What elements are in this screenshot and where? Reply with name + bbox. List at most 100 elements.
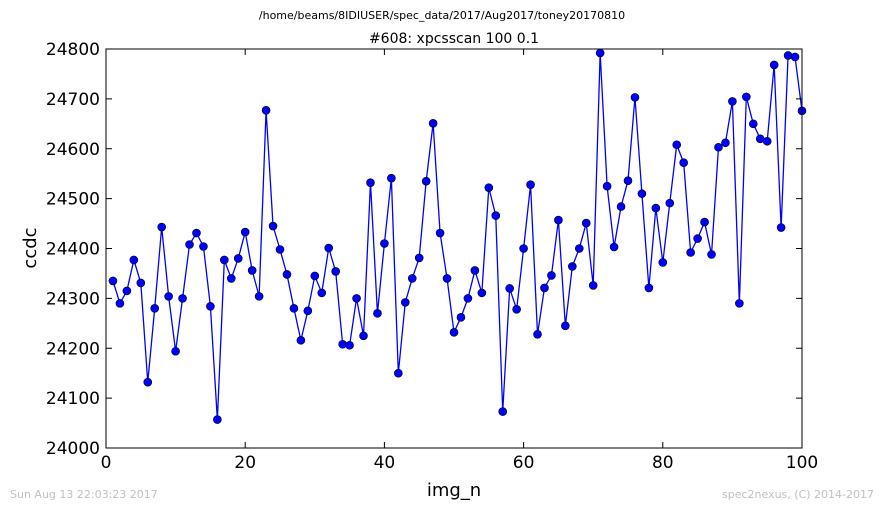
- data-point: [296, 335, 306, 345]
- data-point: [192, 228, 201, 238]
- data-point: [693, 234, 702, 243]
- data-point: [407, 274, 417, 283]
- data-point: [442, 274, 452, 283]
- data-point: [303, 306, 313, 316]
- data-point: [519, 244, 528, 253]
- data-point: [498, 407, 508, 416]
- data-point: [171, 346, 180, 356]
- data-point: [714, 142, 723, 152]
- chart-title: #608: xpcsscan 100 0.1: [369, 31, 539, 47]
- y-tick-label: 24600: [46, 140, 100, 160]
- x-tick-label: 100: [786, 453, 818, 473]
- x-axis: 0 20 40 60 80 100: [101, 49, 818, 473]
- data-point: [394, 368, 403, 378]
- data-point: [491, 211, 501, 220]
- data-point: [477, 288, 487, 298]
- data-point: [108, 276, 118, 286]
- data-point: [554, 215, 563, 225]
- data-point: [700, 217, 709, 227]
- footer-credit: spec2nexus, (C) 2014-2017: [722, 488, 874, 501]
- data-point: [421, 176, 431, 186]
- x-tick-label: 80: [652, 453, 674, 473]
- data-point: [129, 255, 139, 265]
- y-tick-label: 24400: [46, 240, 100, 260]
- data-point: [456, 313, 466, 322]
- data-point: [742, 92, 751, 102]
- y-tick-label: 24200: [46, 339, 100, 359]
- data-point: [505, 284, 514, 293]
- data-point: [686, 248, 695, 257]
- data-point: [387, 173, 396, 183]
- data-point: [623, 176, 633, 185]
- data-point: [185, 240, 194, 249]
- series-line: [112, 52, 803, 420]
- data-point: [512, 305, 521, 314]
- data-point: [602, 181, 612, 191]
- data-point: [547, 271, 556, 280]
- data-point: [568, 262, 577, 271]
- plot-area: [108, 48, 807, 424]
- data-point: [728, 97, 737, 106]
- y-tick-label: 24100: [46, 389, 100, 409]
- data-point: [449, 327, 459, 337]
- data-point: [644, 283, 654, 293]
- data-point: [345, 340, 354, 350]
- data-point: [213, 415, 222, 424]
- data-point: [637, 189, 647, 198]
- data-point: [352, 294, 361, 303]
- data-point: [561, 321, 570, 331]
- x-axis-label: img_n: [427, 480, 481, 501]
- y-axis-label: ccdc: [20, 227, 41, 268]
- data-point: [776, 223, 786, 232]
- data-point: [707, 250, 716, 259]
- data-point: [400, 298, 410, 307]
- data-point: [748, 119, 758, 129]
- data-point: [310, 271, 320, 281]
- data-point: [428, 119, 438, 128]
- data-point: [616, 202, 626, 211]
- data-point: [581, 218, 591, 228]
- data-point: [275, 245, 285, 254]
- y-tick-label: 24000: [46, 439, 100, 459]
- footer-timestamp: Sun Aug 13 22:03:23 2017: [10, 488, 158, 501]
- data-point: [790, 52, 800, 62]
- data-point: [735, 299, 744, 308]
- data-point: [164, 292, 173, 301]
- data-point: [588, 281, 598, 290]
- data-point: [289, 304, 299, 313]
- data-point: [609, 242, 619, 252]
- data-point: [435, 228, 445, 238]
- data-point: [136, 278, 146, 288]
- data-point: [268, 221, 278, 231]
- data-point: [324, 243, 334, 253]
- y-tick-label: 24800: [46, 40, 100, 60]
- data-point: [143, 377, 153, 387]
- data-point: [679, 158, 688, 168]
- data-point: [220, 255, 229, 265]
- axes-frame: [105, 48, 803, 449]
- data-point: [366, 178, 375, 187]
- data-point: [317, 288, 327, 298]
- data-point: [721, 138, 730, 148]
- data-point: [672, 140, 682, 150]
- data-point: [233, 254, 243, 263]
- data-point: [122, 286, 132, 296]
- data-point: [762, 136, 772, 146]
- data-point: [574, 244, 584, 253]
- data-point: [373, 309, 382, 318]
- y-tick-label: 24300: [46, 289, 100, 309]
- data-point: [254, 292, 264, 301]
- data-point: [282, 270, 292, 279]
- data-point: [533, 329, 542, 339]
- data-point: [651, 203, 661, 213]
- x-tick-label: 20: [234, 453, 256, 473]
- y-tick-label: 24500: [46, 190, 100, 210]
- data-point: [150, 304, 160, 313]
- data-point: [226, 274, 236, 283]
- x-tick-label: 0: [101, 453, 112, 473]
- data-point: [783, 51, 793, 60]
- data-point: [526, 180, 535, 189]
- data-point: [331, 267, 340, 276]
- data-point: [240, 227, 250, 237]
